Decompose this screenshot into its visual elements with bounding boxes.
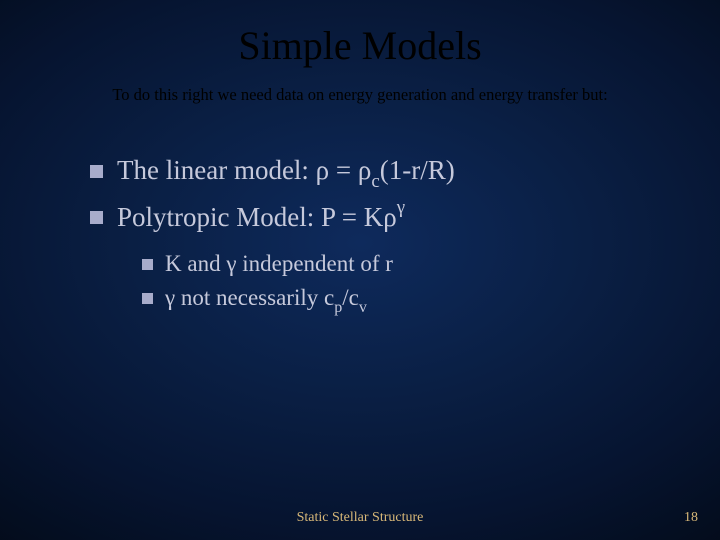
bullet-marker-icon <box>142 259 153 270</box>
slide-footer: Static Stellar Structure <box>0 510 720 526</box>
page-number: 18 <box>684 510 698 526</box>
sub-bullet-item: γ not necessarily cp/cv <box>142 283 720 318</box>
sub-bullet-item: K and γ independent of r <box>142 249 720 279</box>
slide-subtitle: To do this right we need data on energy … <box>0 85 720 105</box>
slide-content: The linear model: ρ = ρc(1-r/R) Polytrop… <box>0 153 720 317</box>
bullet-text: The linear model: ρ = ρc(1-r/R) <box>117 153 455 193</box>
slide: Simple Models To do this right we need d… <box>0 0 720 540</box>
sub-bullet-text: γ not necessarily cp/cv <box>165 283 367 318</box>
bullet-item: The linear model: ρ = ρc(1-r/R) <box>90 153 720 193</box>
bullet-marker-icon <box>90 211 103 224</box>
bullet-marker-icon <box>90 165 103 178</box>
slide-title: Simple Models <box>0 0 720 69</box>
bullet-marker-icon <box>142 293 153 304</box>
bullet-item: Polytropic Model: P = Kργ <box>90 199 720 235</box>
sub-bullet-text: K and γ independent of r <box>165 249 393 279</box>
sub-bullet-list: K and γ independent of r γ not necessari… <box>90 249 720 317</box>
bullet-text: Polytropic Model: P = Kργ <box>117 199 405 235</box>
